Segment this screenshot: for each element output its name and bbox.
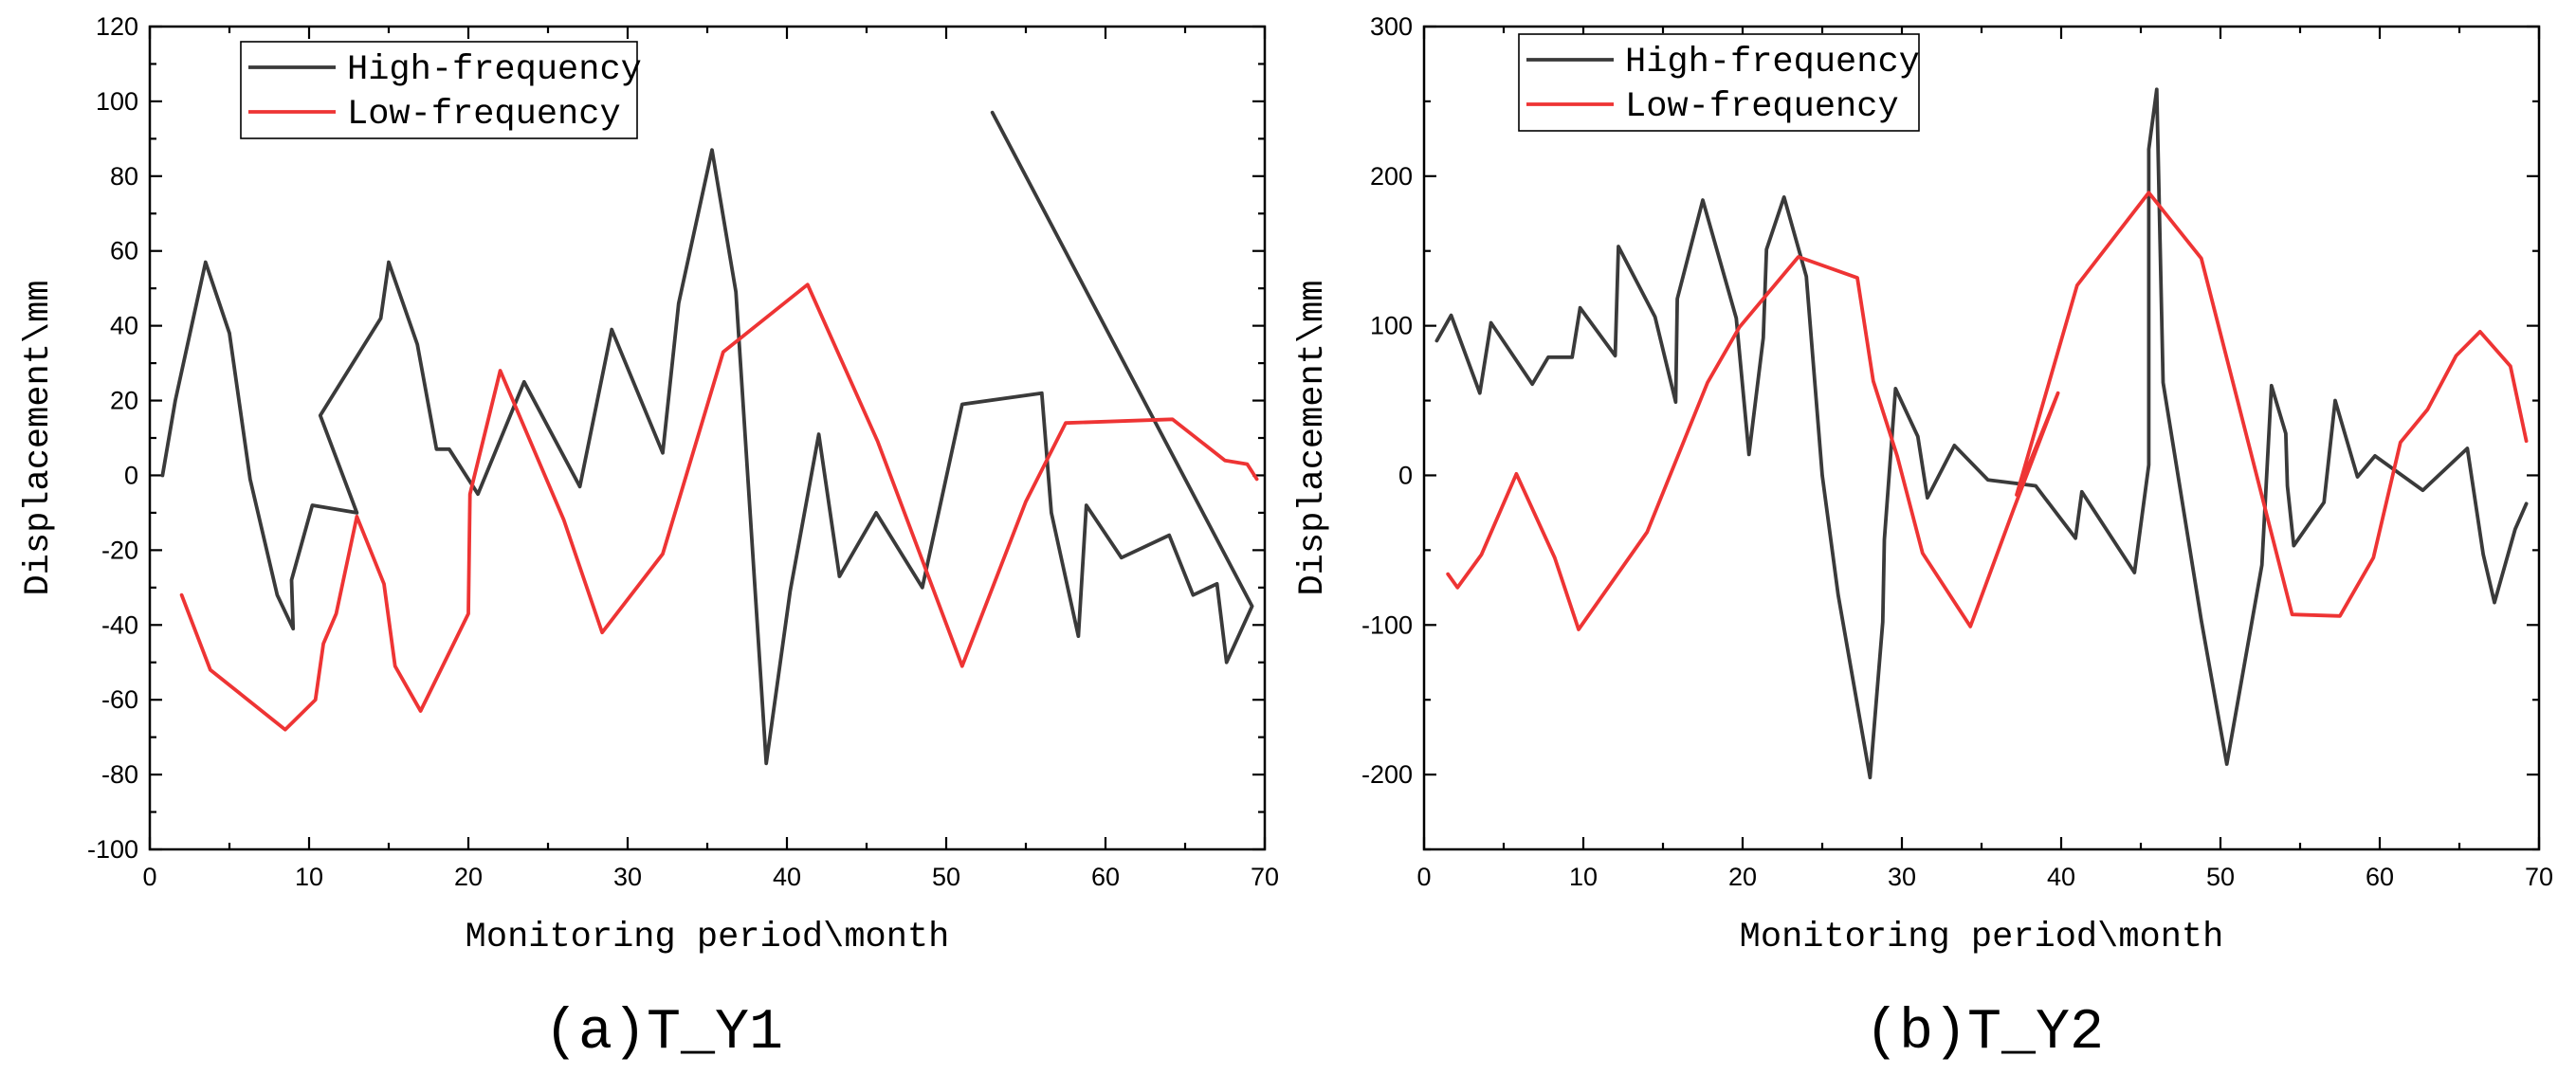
legend-label: High-frequency bbox=[347, 50, 642, 90]
y-tick-label: 20 bbox=[110, 387, 138, 415]
x-tick-label: 30 bbox=[613, 863, 642, 891]
x-tick-label: 50 bbox=[2206, 863, 2235, 891]
y-tick-label: -100 bbox=[1361, 610, 1413, 639]
x-tick-label: 10 bbox=[295, 863, 323, 891]
x-axis-title: Monitoring period\month bbox=[1740, 918, 2224, 957]
legend-box bbox=[1518, 33, 1920, 132]
x-tick-label: 50 bbox=[932, 863, 960, 891]
y-tick-label: 0 bbox=[124, 461, 138, 489]
low-frequencyseries-line bbox=[1446, 191, 2529, 631]
panel-a-chart: 0 10 20 30 40 50 60 70 -100 -80 -60 -40 -20 0 20 40 60 80… bbox=[19, 12, 1279, 1066]
x-axis-title: Monitoring period\month bbox=[466, 918, 950, 957]
y-tick-label: -60 bbox=[101, 685, 138, 714]
plot-frame bbox=[148, 25, 1267, 851]
x-tick-label: 20 bbox=[1728, 863, 1757, 891]
x-tick-label: 20 bbox=[454, 863, 483, 891]
y-tick-label: 120 bbox=[96, 12, 138, 41]
y-axis-title: Displacement\mm bbox=[1293, 280, 1333, 595]
x-tick-label: 0 bbox=[1416, 863, 1431, 891]
y-tick-label: -20 bbox=[101, 536, 138, 564]
x-tick-label: 10 bbox=[1569, 863, 1598, 891]
y-tick-label: 100 bbox=[1370, 312, 1413, 340]
y-tick-label: 40 bbox=[110, 312, 138, 340]
legend-box bbox=[240, 41, 638, 139]
y-tick-label: 200 bbox=[1370, 162, 1413, 191]
low-frequencyseries-line bbox=[179, 282, 1259, 732]
legend: High-frequency Low-frequency bbox=[240, 41, 642, 139]
y-tick-label: 80 bbox=[110, 162, 138, 191]
panel-b-chart: 0 10 20 30 40 50 60 70 -200 -100 0 100 200 300 High-fr… bbox=[1293, 12, 2553, 1066]
y-tick-label: -100 bbox=[87, 835, 138, 864]
high-frequencyseries-line bbox=[160, 110, 1254, 766]
x-tick-label: 60 bbox=[2366, 863, 2394, 891]
y-tick-label: 300 bbox=[1370, 12, 1413, 41]
panel-caption: (a)T_Y1 bbox=[544, 1001, 783, 1066]
x-tick-label: 70 bbox=[1251, 863, 1279, 891]
y-tick-label: 100 bbox=[96, 87, 138, 116]
y-axis-title: Displacement\mm bbox=[19, 280, 59, 595]
x-tick-label: 40 bbox=[2047, 863, 2075, 891]
x-tick-label: 30 bbox=[1888, 863, 1916, 891]
x-tick-label: 0 bbox=[142, 863, 156, 891]
panel-caption: (b)T_Y2 bbox=[1865, 1001, 2104, 1066]
high-frequencyseries-line bbox=[1434, 87, 2529, 780]
legend: High-frequency Low-frequency bbox=[1518, 33, 1920, 132]
plot-frame bbox=[1422, 25, 2541, 851]
y-tick-label: -80 bbox=[101, 760, 138, 789]
x-tick-label: 60 bbox=[1091, 863, 1120, 891]
legend-label: Low-frequency bbox=[347, 95, 621, 135]
y-tick-label: 60 bbox=[110, 237, 138, 265]
y-tick-label: -200 bbox=[1361, 760, 1413, 789]
x-tick-label: 70 bbox=[2525, 863, 2553, 891]
legend-label: High-frequency bbox=[1625, 43, 1920, 82]
x-tick-label: 40 bbox=[773, 863, 801, 891]
y-tick-label: -40 bbox=[101, 610, 138, 639]
legend-label: Low-frequency bbox=[1625, 87, 1899, 127]
y-tick-label: 0 bbox=[1398, 461, 1413, 489]
